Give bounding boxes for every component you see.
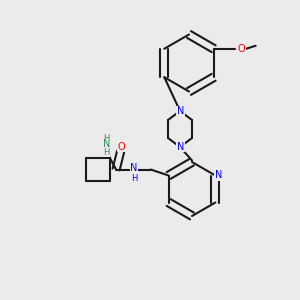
Text: N: N <box>130 163 138 173</box>
Text: O: O <box>118 142 125 152</box>
Text: N: N <box>177 106 184 116</box>
Text: O: O <box>238 44 245 54</box>
Text: H: H <box>103 134 110 143</box>
Text: H: H <box>131 174 137 183</box>
Text: H: H <box>103 148 110 157</box>
Text: N: N <box>215 170 222 181</box>
Text: N: N <box>103 139 110 149</box>
Text: N: N <box>177 142 184 152</box>
